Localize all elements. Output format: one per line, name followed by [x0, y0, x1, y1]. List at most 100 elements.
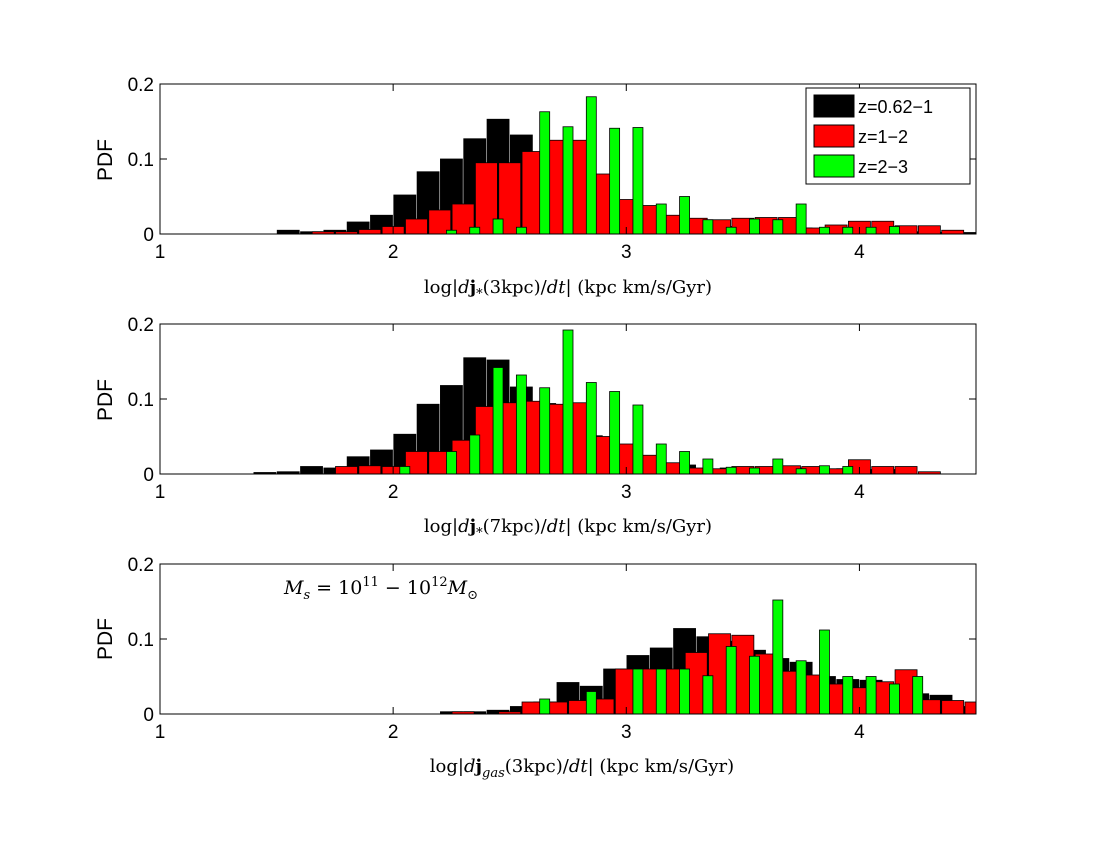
- y-tick-label: 0.2: [128, 315, 154, 336]
- bar-black: [276, 229, 300, 235]
- bar-green: [749, 655, 760, 715]
- bar-red: [358, 465, 382, 475]
- y-tick-label: 0: [143, 465, 154, 486]
- bar-green: [446, 229, 457, 235]
- bar-green: [679, 451, 690, 475]
- bar-green: [889, 226, 900, 235]
- bar-red: [894, 466, 918, 475]
- bar-green: [679, 196, 690, 235]
- bar-green: [842, 466, 854, 475]
- bar-green: [539, 111, 551, 235]
- x-tick-label: 2: [388, 242, 399, 263]
- bar-green: [515, 226, 527, 235]
- mass-range-annotation: Ms = 1011 − 1012M⊙: [283, 575, 478, 603]
- bar-green: [585, 382, 597, 475]
- panel-3-xlabel: log|djgas(3kpc)/dt| (kpc km/s/Gyr): [430, 756, 734, 781]
- bar-green: [632, 404, 644, 475]
- bar-green: [515, 374, 527, 475]
- y-tick-label: 0.1: [128, 630, 154, 651]
- bar-green: [725, 466, 737, 475]
- bar-green: [749, 218, 760, 235]
- bar-green: [679, 668, 690, 715]
- bar-red: [358, 229, 382, 235]
- bar-green: [795, 203, 807, 235]
- panel-2-axes: 1 2 3 4 0 0.1 0.2: [128, 315, 977, 503]
- x-tick-label: 2: [388, 722, 399, 743]
- bar-green: [539, 387, 551, 475]
- y-tick-label: 0.2: [128, 75, 154, 96]
- bar-green: [725, 226, 737, 235]
- panel-1: 1 2 3 4 0 0.1 0.2 PDF log|dj*(3kpc)/dt| (kpc k…: [94, 75, 977, 302]
- legend-label-3: z=2−3: [858, 157, 908, 177]
- bar-green: [772, 458, 784, 475]
- bar-green: [819, 226, 830, 235]
- panel-1-axes: 1 2 3 4 0 0.1 0.2: [128, 75, 977, 263]
- bar-green: [655, 203, 667, 235]
- bar-green: [819, 465, 830, 475]
- x-tick-label: 3: [621, 722, 632, 743]
- legend-label-2: z=1−2: [858, 127, 908, 147]
- bar-black: [300, 466, 323, 475]
- bar-green: [492, 367, 504, 475]
- bar-green: [609, 127, 621, 235]
- bar-green: [842, 676, 854, 715]
- legend-swatch-black: [813, 94, 855, 118]
- legend-swatch-green: [813, 154, 855, 178]
- x-tick-label: 1: [155, 482, 166, 503]
- x-tick-label: 3: [621, 242, 632, 263]
- bar-green: [725, 646, 737, 715]
- x-tick-label: 2: [388, 482, 399, 503]
- bar-green: [632, 127, 644, 235]
- bar-green: [889, 683, 900, 715]
- bar-green: [795, 660, 807, 715]
- y-tick-label: 0: [143, 225, 154, 246]
- bar-green: [772, 219, 784, 235]
- y-tick-label: 0.1: [128, 150, 154, 171]
- panel-1-xlabel: log|dj*(3kpc)/dt| (kpc km/s/Gyr): [424, 277, 712, 302]
- bar-green: [492, 218, 504, 235]
- bar-green: [609, 391, 621, 475]
- bar-green: [702, 458, 714, 475]
- x-tick-label: 1: [155, 242, 166, 263]
- bar-green: [469, 434, 481, 475]
- bar-green: [865, 676, 877, 715]
- bar-green: [562, 329, 574, 475]
- bar-green: [749, 467, 760, 475]
- bar-green: [842, 226, 854, 235]
- x-tick-label: 3: [621, 482, 632, 503]
- bar-green: [912, 676, 924, 715]
- bar-red: [941, 229, 965, 235]
- y-tick-label: 0: [143, 705, 154, 726]
- panel-3-ylabel: PDF: [94, 618, 117, 660]
- bar-red: [964, 701, 977, 715]
- bar-green: [446, 451, 457, 475]
- y-tick-label: 0.1: [128, 390, 154, 411]
- panel-2: 1 2 3 4 0 0.1 0.2 PDF log|dj*(7kpc)/dt| (kpc k…: [94, 315, 977, 541]
- bar-green: [702, 675, 714, 715]
- bar-green: [772, 599, 784, 715]
- x-tick-label: 4: [854, 242, 865, 263]
- bar-red: [871, 466, 895, 475]
- panel-1-ylabel: PDF: [94, 139, 117, 181]
- x-tick-label: 1: [155, 722, 166, 743]
- legend: z=0.62−1 z=1−2 z=2−3: [805, 87, 971, 185]
- panel-3-bars: [440, 599, 977, 715]
- bar-green: [585, 96, 597, 235]
- bar-green: [562, 126, 574, 235]
- bar-red: [917, 225, 941, 235]
- bar-green: [865, 226, 877, 235]
- bar-green: [702, 219, 714, 235]
- x-tick-label: 4: [854, 722, 865, 743]
- panel-2-xlabel: log|dj*(7kpc)/dt| (kpc km/s/Gyr): [424, 516, 712, 541]
- bar-red: [335, 466, 358, 475]
- bar-green: [655, 443, 667, 475]
- bar-green: [539, 698, 551, 715]
- panel-2-bars: [253, 329, 941, 475]
- bar-green: [399, 466, 411, 475]
- panel-3: 1 2 3 4 0 0.1 0.2 PDF log|djgas(3kpc)/dt| (kpc…: [94, 555, 977, 781]
- bar-green: [655, 668, 667, 715]
- bar-red: [405, 218, 428, 235]
- legend-label-1: z=0.62−1: [858, 97, 933, 117]
- panel-2-ylabel: PDF: [94, 379, 117, 421]
